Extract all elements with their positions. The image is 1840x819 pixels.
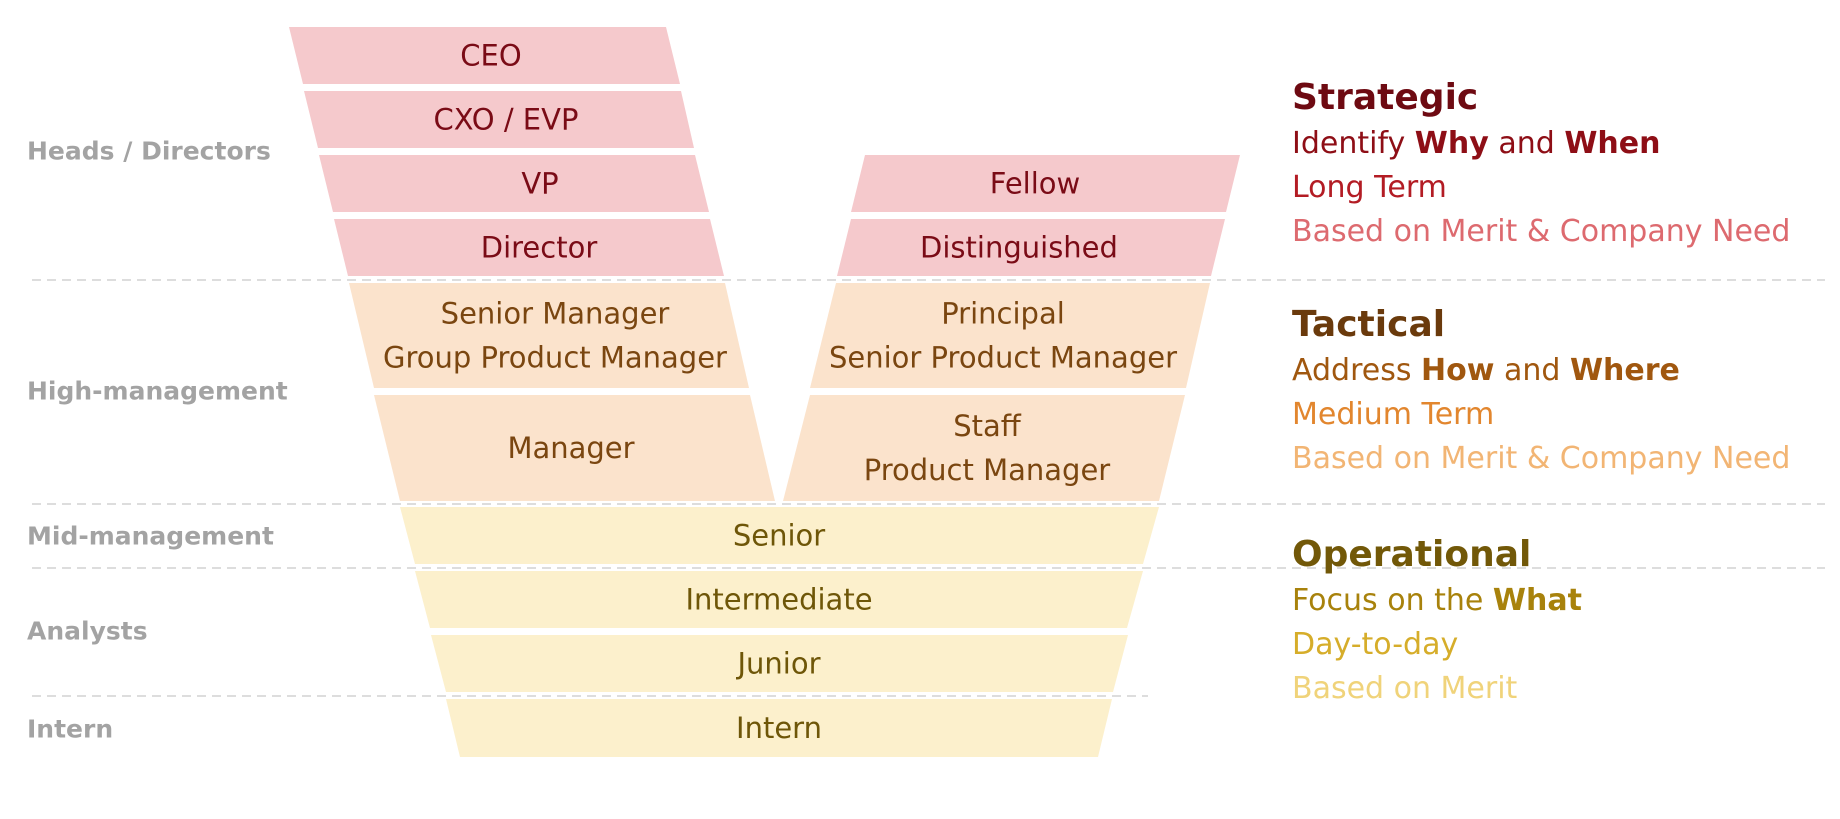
role-principal-senior-product-manager-box <box>810 283 1210 388</box>
role-intern-box <box>446 699 1112 757</box>
role-junior: Junior <box>431 635 1128 692</box>
tactical-basis: Based on Merit & Company Need <box>1292 441 1791 476</box>
tactical-term: Medium Term <box>1292 397 1495 432</box>
role-senior-label: Senior <box>733 519 825 553</box>
role-manager-label: Manager <box>507 431 634 465</box>
tactical-description: Tactical Address How and Where Medium Te… <box>1292 303 1790 481</box>
role-ceo: CEO <box>289 27 680 84</box>
role-senior-manager-group-product-manager-label: Group Product Manager <box>383 341 727 375</box>
level-label-intern: Intern <box>27 715 113 744</box>
role-ceo-box <box>289 27 680 84</box>
role-boxes: CEO CXO / EVP VP Director Senior Manager Grou… <box>289 27 1240 757</box>
tactical-title: Tactical <box>1292 304 1446 345</box>
role-manager: Manager <box>374 395 775 501</box>
operational-description: Operational Focus on the What Day-to-day… <box>1292 533 1582 711</box>
level-label-high: High-management <box>27 377 288 406</box>
role-staff-product-manager-label: Staff <box>953 409 1022 443</box>
role-vp: VP <box>319 155 709 212</box>
strategic-focus: Identify Why and When <box>1292 126 1661 161</box>
tactical-focus: Address How and Where <box>1292 353 1680 388</box>
role-staff-product-manager: Staff Product Manager <box>783 395 1185 501</box>
operational-basis: Based on Merit <box>1292 671 1518 706</box>
role-distinguished: Distinguished <box>837 219 1225 276</box>
role-fellow-box <box>851 155 1240 212</box>
operational-term: Day-to-day <box>1292 627 1459 662</box>
role-intermediate: Intermediate <box>415 571 1143 628</box>
strategic-description: Strategic Identify Why and When Long Ter… <box>1292 76 1790 254</box>
role-director-label: Director <box>481 231 598 265</box>
strategic-term: Long Term <box>1292 170 1447 205</box>
role-vp-box <box>319 155 709 212</box>
role-senior-manager-group-product-manager-label: Senior Manager <box>441 297 670 331</box>
role-junior-label: Junior <box>735 647 820 681</box>
role-manager-box <box>374 395 775 501</box>
role-intermediate-label: Intermediate <box>685 583 872 617</box>
role-intermediate-box <box>415 571 1143 628</box>
level-labels: Heads / Directors High-management Mid-mana… <box>27 137 288 744</box>
role-staff-product-manager-label: Product Manager <box>864 453 1111 487</box>
role-fellow: Fellow <box>851 155 1240 212</box>
role-distinguished-box <box>837 219 1225 276</box>
role-vp-label: VP <box>521 167 558 201</box>
role-junior-box <box>431 635 1128 692</box>
operational-title: Operational <box>1292 534 1532 575</box>
role-senior-manager-group-product-manager: Senior Manager Group Product Manager <box>349 283 749 388</box>
role-principal-senior-product-manager-label: Principal <box>941 297 1065 331</box>
role-cxo-evp-label: CXO / EVP <box>434 103 579 137</box>
level-label-heads: Heads / Directors <box>27 137 271 166</box>
level-label-analysts: Analysts <box>27 617 148 646</box>
role-staff-product-manager-box <box>783 395 1185 501</box>
strategic-basis: Based on Merit & Company Need <box>1292 214 1791 249</box>
role-cxo-evp-box <box>304 91 694 148</box>
role-principal-senior-product-manager: Principal Senior Product Manager <box>810 283 1210 388</box>
role-senior-manager-group-product-manager-box <box>349 283 749 388</box>
role-senior-box <box>400 507 1159 564</box>
role-intern: Intern <box>446 699 1112 757</box>
level-label-mid: Mid-management <box>27 522 274 551</box>
role-director-box <box>334 219 724 276</box>
role-intern-label: Intern <box>736 711 822 745</box>
role-senior: Senior <box>400 507 1159 564</box>
strategic-title: Strategic <box>1292 77 1479 118</box>
role-cxo-evp: CXO / EVP <box>304 91 694 148</box>
role-ceo-label: CEO <box>460 39 521 73</box>
role-distinguished-label: Distinguished <box>920 231 1118 265</box>
level-dividers <box>32 279 1825 697</box>
role-director: Director <box>334 219 724 276</box>
operational-focus: Focus on the What <box>1292 583 1582 618</box>
role-principal-senior-product-manager-label: Senior Product Manager <box>829 341 1177 375</box>
role-fellow-label: Fellow <box>990 167 1081 201</box>
